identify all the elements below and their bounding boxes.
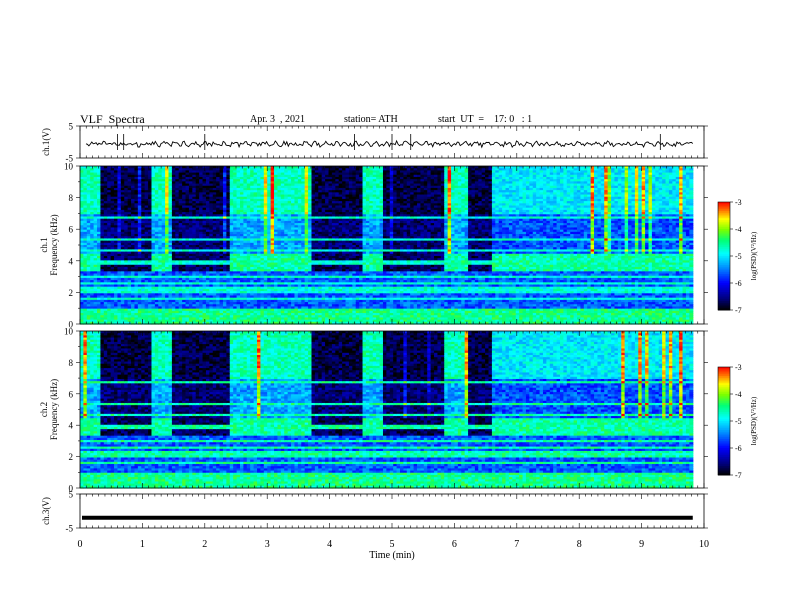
ch2-colorbar: -3 -4 -5 -6 -7 log(PSD)(V²/Hz): [717, 363, 758, 480]
x-tick-label: 7: [514, 539, 519, 550]
colorbar-tick-label: -6: [735, 279, 742, 288]
x-tick-label: 9: [639, 539, 644, 550]
ch1-spectrogram-ylabel-channel: ch.1: [39, 237, 49, 252]
colorbar-tick-label: -3: [735, 363, 742, 372]
chart-title: VLF Spectra: [80, 112, 145, 127]
y-tick-label: 4: [69, 421, 74, 431]
y-tick-label: 6: [69, 225, 74, 235]
x-axis-label: Time (min): [369, 550, 414, 561]
colorbar-tick-label: -7: [735, 471, 742, 480]
y-tick-label: 2: [69, 452, 74, 462]
y-tick-label: 8: [69, 193, 74, 203]
y-tick-label: 10: [64, 162, 74, 172]
y-tick-label: 5: [69, 122, 74, 132]
y-tick-label: 0: [69, 484, 74, 494]
ch2-spectrogram-ylabel-channel: ch.2: [39, 402, 49, 417]
ch2-spectrogram-ylabel-frequency: Frequency (kHz): [49, 379, 59, 440]
colorbar-tick-label: -3: [735, 198, 742, 207]
x-tick-label: 4: [327, 539, 332, 550]
ch1-waveform-ylabel: ch.1(V): [41, 128, 51, 156]
y-tick-label: 5: [69, 490, 74, 500]
colorbar-label: log(PSD)(V²/Hz): [750, 396, 758, 445]
y-tick-label: 6: [69, 389, 74, 399]
x-tick-label: 0: [78, 539, 83, 550]
colorbar-tick-label: -6: [735, 444, 742, 453]
page-header: VLF Spectra Apr. 3 , 2021 station= ATH s…: [80, 112, 720, 128]
y-tick-label: 8: [69, 358, 74, 368]
ch1-spectrogram-cells: [80, 166, 694, 325]
colorbar-tick-label: -5: [735, 417, 742, 426]
ch2-spectrogram-cells: [80, 331, 694, 489]
start-ut-label: start UT = 17: 0 : 1: [438, 114, 532, 125]
date-label: Apr. 3 , 2021: [250, 114, 305, 125]
x-tick-label: 8: [577, 539, 582, 550]
colorbar-tick-label: -7: [735, 306, 742, 315]
colorbar-tick-label: -5: [735, 252, 742, 261]
ch1-waveform-trace: [85, 139, 694, 149]
x-tick-label: 3: [265, 539, 270, 550]
colorbar-tick-label: -4: [735, 225, 742, 234]
x-tick-label: 5: [390, 539, 395, 550]
y-tick-label: 0: [69, 320, 74, 330]
y-tick-label: 10: [64, 327, 74, 337]
x-tick-label: 2: [202, 539, 207, 550]
y-tick-label: 4: [69, 256, 74, 266]
ch1-spectrogram-ylabel-frequency: Frequency (kHz): [49, 214, 59, 275]
x-tick-label: 6: [452, 539, 457, 550]
colorbar-tick-label: -4: [735, 390, 742, 399]
y-tick-label: -5: [66, 154, 74, 164]
y-tick-label: -5: [66, 524, 74, 534]
x-tick-label: 10: [699, 539, 709, 550]
ch3-waveform-ylabel: ch.3(V): [41, 497, 51, 525]
x-tick-label: 1: [140, 539, 145, 550]
station-label: station= ATH: [344, 114, 398, 125]
colorbar-label: log(PSD)(V²/Hz): [750, 231, 758, 280]
ch3-waveform-frame: [79, 493, 705, 529]
y-tick-label: 2: [69, 288, 74, 298]
ch1-colorbar: -3 -4 -5 -6 -7 log(PSD)(V²/Hz): [717, 198, 758, 315]
